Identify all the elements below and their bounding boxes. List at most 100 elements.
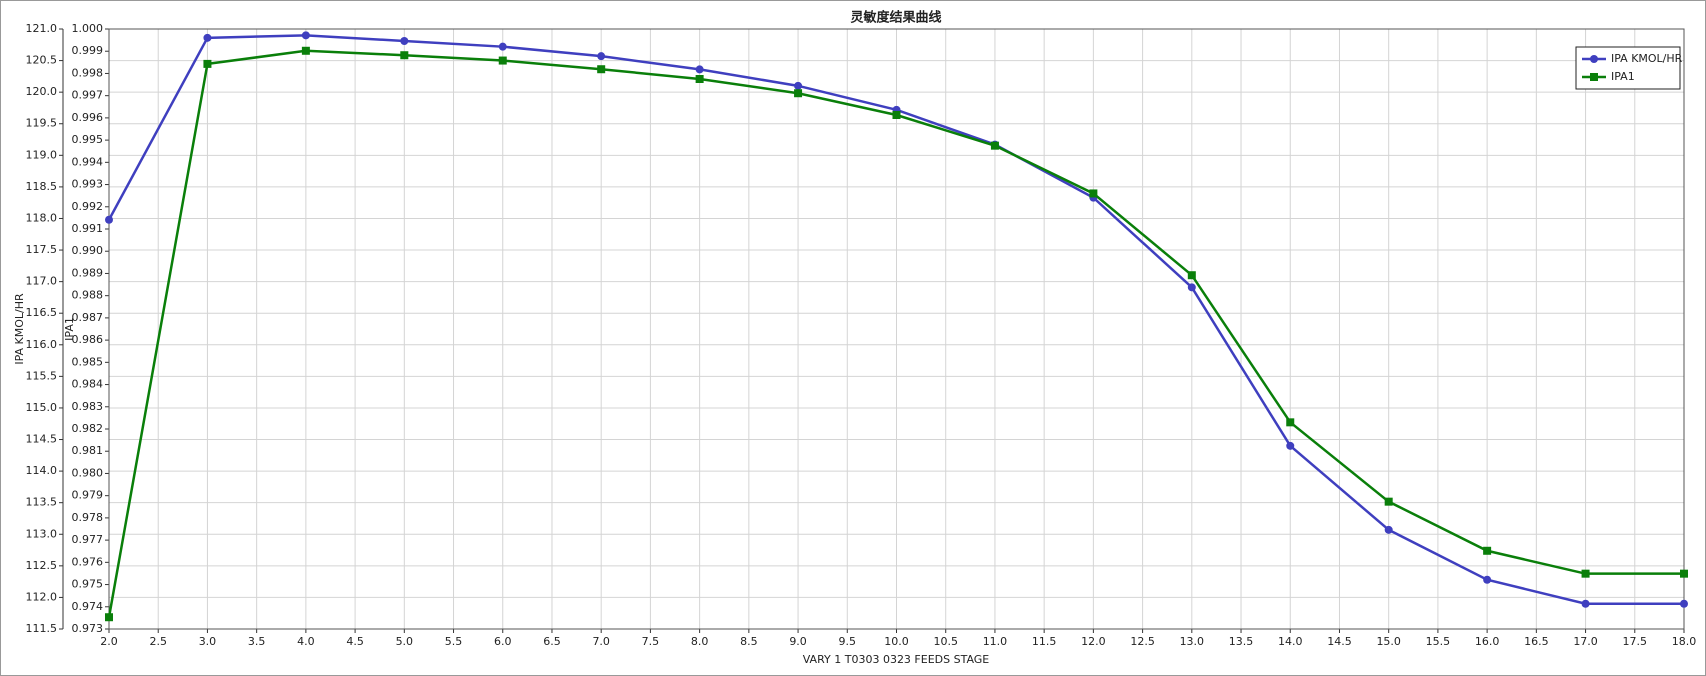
x-tick-label: 13.5 [1229, 635, 1254, 648]
marker [1187, 271, 1196, 280]
y2-tick-label: 0.999 [72, 44, 104, 57]
marker [1483, 575, 1492, 584]
y2-tick-label: 0.995 [72, 133, 104, 146]
y-tick-label: 113.0 [26, 527, 58, 540]
marker [400, 51, 409, 60]
y2-tick-label: 0.980 [72, 466, 104, 479]
y2-tick-label: 0.983 [72, 400, 104, 413]
y2-axis-title: IPA1 [63, 317, 76, 341]
marker [498, 42, 507, 51]
x-tick-label: 4.5 [346, 635, 364, 648]
y2-tick-label: 0.974 [72, 600, 104, 613]
x-tick-label: 10.5 [933, 635, 958, 648]
marker [1187, 283, 1196, 292]
y2-tick-label: 0.978 [72, 511, 104, 524]
y2-tick-label: 0.996 [72, 111, 104, 124]
marker [498, 56, 507, 65]
marker [1089, 189, 1098, 198]
marker [203, 33, 212, 42]
y2-tick-label: 0.998 [72, 66, 104, 79]
y2-tick-label: 0.986 [72, 333, 104, 346]
y-tick-label: 118.5 [26, 180, 58, 193]
y-tick-label: 115.0 [26, 401, 58, 414]
y2-tick-label: 0.975 [72, 578, 104, 591]
y2-tick-label: 0.984 [72, 378, 104, 391]
y-tick-label: 119.5 [26, 117, 58, 130]
y2-tick-label: 0.997 [72, 89, 104, 102]
marker [105, 613, 113, 622]
plot-frame [108, 28, 1685, 630]
marker [695, 65, 704, 74]
marker [1384, 497, 1393, 506]
x-tick-label: 12.5 [1130, 635, 1155, 648]
x-tick-label: 12.0 [1081, 635, 1106, 648]
y-tick-label: 112.0 [26, 590, 58, 603]
marker [301, 31, 310, 40]
x-tick-label: 3.0 [199, 635, 217, 648]
marker [892, 111, 901, 119]
y2-tick-label: 0.988 [72, 289, 104, 302]
marker [203, 59, 212, 68]
x-tick-label: 3.5 [248, 635, 266, 648]
y-tick-label: 119.0 [26, 148, 58, 161]
y2-tick-label: 0.989 [72, 266, 104, 279]
x-tick-label: 11.5 [1032, 635, 1057, 648]
x-tick-label: 4.0 [297, 635, 315, 648]
legend-marker [1590, 73, 1598, 81]
marker [1483, 546, 1492, 555]
y-axis-title: IPA KMOL/HR [13, 293, 26, 365]
x-tick-label: 5.0 [396, 635, 414, 648]
legend-marker [1590, 55, 1598, 63]
legend [1575, 46, 1681, 90]
x-tick-label: 9.5 [839, 635, 857, 648]
legend-label: IPA KMOL/HR [1611, 52, 1683, 65]
y2-tick-label: 0.994 [72, 155, 104, 168]
chart-title: 灵敏度结果曲线 [850, 10, 941, 26]
marker [1680, 569, 1688, 578]
y2-tick-label: 0.982 [72, 422, 104, 435]
y-tick-label: 116.5 [26, 306, 58, 319]
marker [1384, 525, 1393, 534]
x-tick-label: 10.0 [884, 635, 909, 648]
x-tick-label: 6.5 [543, 635, 561, 648]
y-tick-label: 116.0 [26, 338, 58, 351]
x-tick-label: 2.5 [149, 635, 167, 648]
y-tick-label: 117.0 [26, 275, 58, 288]
x-tick-label: 8.5 [740, 635, 758, 648]
y-tick-label: 120.5 [26, 54, 58, 67]
y2-tick-label: 0.981 [72, 444, 104, 457]
x-axis-title: VARY 1 T0303 0323 FEEDS STAGE [803, 653, 990, 666]
x-tick-label: 15.5 [1426, 635, 1451, 648]
marker [1286, 418, 1295, 427]
x-tick-label: 5.5 [445, 635, 463, 648]
legend-label: IPA1 [1611, 70, 1635, 83]
marker [794, 81, 803, 90]
y-tick-label: 121.0 [26, 22, 58, 35]
x-tick-label: 7.5 [642, 635, 660, 648]
marker [105, 215, 113, 224]
marker [1286, 441, 1295, 450]
y-tick-label: 115.5 [26, 369, 58, 382]
x-tick-label: 14.0 [1278, 635, 1303, 648]
marker [695, 75, 704, 83]
x-tick-label: 15.0 [1376, 635, 1401, 648]
x-tick-label: 11.0 [983, 635, 1008, 648]
marker [597, 65, 606, 74]
x-tick-label: 8.0 [691, 635, 709, 648]
marker [990, 141, 999, 150]
x-tick-label: 2.0 [100, 635, 118, 648]
y2-tick-label: 0.987 [72, 311, 104, 324]
y-tick-label: 120.0 [26, 85, 58, 98]
y2-tick-label: 0.991 [72, 222, 104, 235]
x-tick-label: 17.5 [1623, 635, 1648, 648]
y2-tick-label: 0.973 [72, 622, 104, 635]
y2-tick-label: 0.985 [72, 355, 104, 368]
marker [794, 89, 803, 98]
y2-tick-label: 0.977 [72, 533, 104, 546]
y-tick-label: 118.0 [26, 211, 58, 224]
y2-tick-label: 0.993 [72, 178, 104, 191]
x-tick-label: 7.0 [592, 635, 610, 648]
y2-tick-label: 0.990 [72, 244, 104, 257]
x-tick-label: 13.0 [1180, 635, 1205, 648]
